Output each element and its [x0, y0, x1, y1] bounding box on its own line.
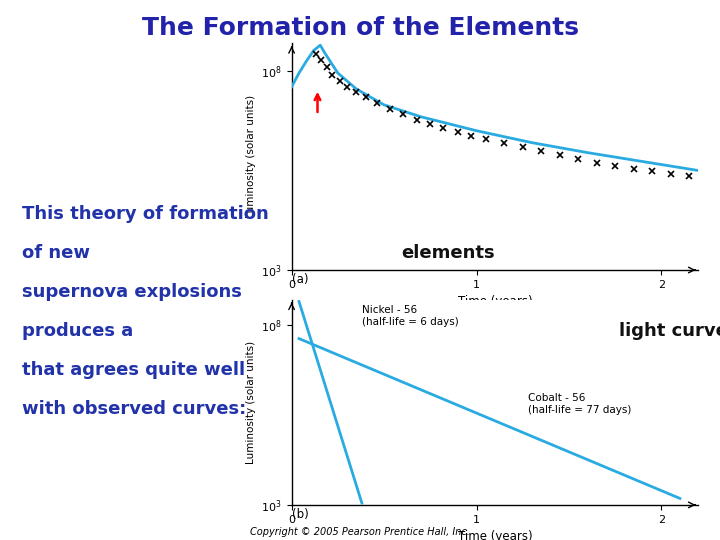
- Text: (a): (a): [292, 273, 308, 286]
- Y-axis label: Luminosity (solar units): Luminosity (solar units): [246, 95, 256, 218]
- Text: The Formation of the Elements: The Formation of the Elements: [142, 16, 578, 40]
- Text: This theory of formation: This theory of formation: [22, 205, 269, 223]
- X-axis label: Time (years): Time (years): [458, 295, 532, 308]
- Text: elements: elements: [402, 244, 495, 262]
- Text: supernova explosions: supernova explosions: [22, 283, 241, 301]
- Text: light curve: light curve: [618, 322, 720, 340]
- Text: (b): (b): [292, 508, 308, 521]
- Text: with observed curves:: with observed curves:: [22, 400, 246, 417]
- Y-axis label: Luminosity (solar units): Luminosity (solar units): [246, 341, 256, 464]
- Text: Cobalt - 56
(half-life = 77 days): Cobalt - 56 (half-life = 77 days): [528, 393, 631, 415]
- X-axis label: Time (years): Time (years): [458, 530, 532, 540]
- Text: produces a: produces a: [22, 322, 139, 340]
- Text: of new: of new: [22, 244, 96, 262]
- Text: Copyright © 2005 Pearson Prentice Hall, Inc.: Copyright © 2005 Pearson Prentice Hall, …: [250, 527, 470, 537]
- Text: that agrees quite well: that agrees quite well: [22, 361, 245, 379]
- Text: Nickel - 56
(half-life = 6 days): Nickel - 56 (half-life = 6 days): [362, 305, 459, 327]
